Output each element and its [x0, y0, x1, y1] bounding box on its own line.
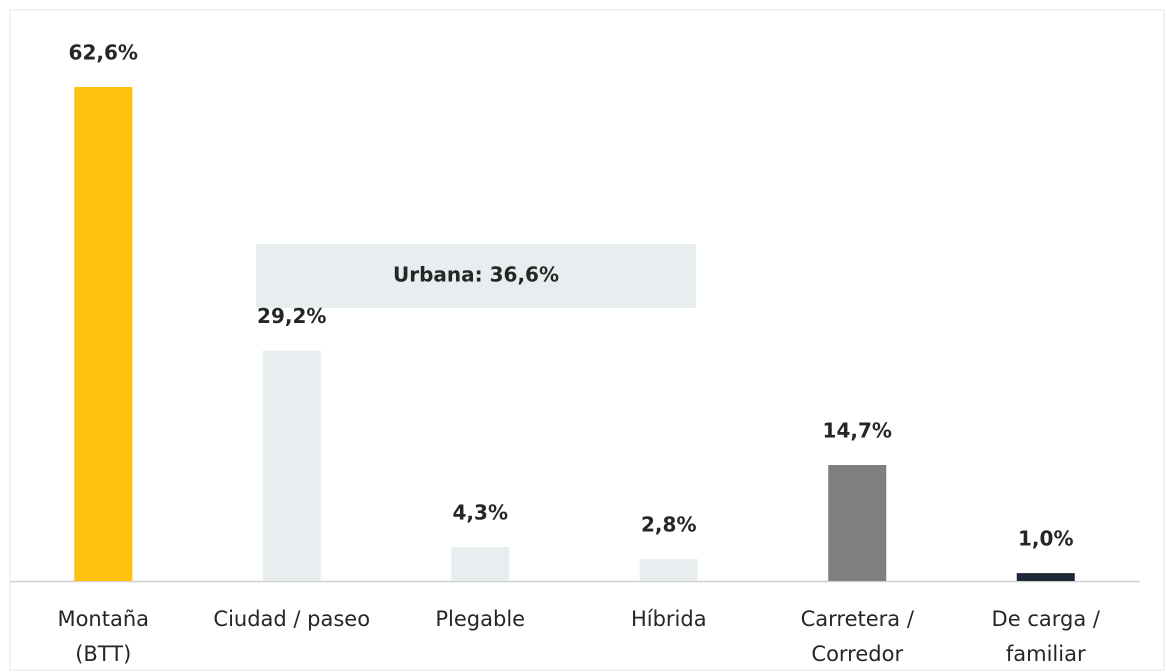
- x-tick-label: (BTT): [75, 642, 131, 666]
- value-label: 14,7%: [823, 418, 892, 442]
- bar: [1016, 573, 1075, 581]
- value-label: 62,6%: [69, 41, 138, 65]
- x-tick-label: Montaña: [57, 607, 149, 631]
- annotation: Urbana: 36,6%: [393, 263, 559, 287]
- x-tick-label: Carretera /: [801, 607, 915, 631]
- x-tick-label: Híbrida: [631, 607, 707, 631]
- value-label: 1,0%: [1018, 527, 1073, 551]
- bar: [262, 350, 321, 581]
- x-tick-label: Plegable: [435, 607, 525, 631]
- value-label: 4,3%: [453, 501, 508, 525]
- x-tick-label: familiar: [1006, 642, 1086, 666]
- value-label: 29,2%: [257, 304, 326, 328]
- value-label: 2,8%: [641, 512, 696, 536]
- bar: [828, 464, 887, 581]
- chart-frame: [9, 9, 1165, 671]
- bar: [451, 547, 510, 581]
- annotation-box: [256, 244, 696, 308]
- x-tick-label: De carga /: [992, 607, 1101, 631]
- bar: [74, 87, 133, 581]
- bar: [639, 558, 698, 581]
- x-tick-label: Ciudad / paseo: [213, 607, 370, 631]
- x-tick-label: Corredor: [811, 642, 903, 666]
